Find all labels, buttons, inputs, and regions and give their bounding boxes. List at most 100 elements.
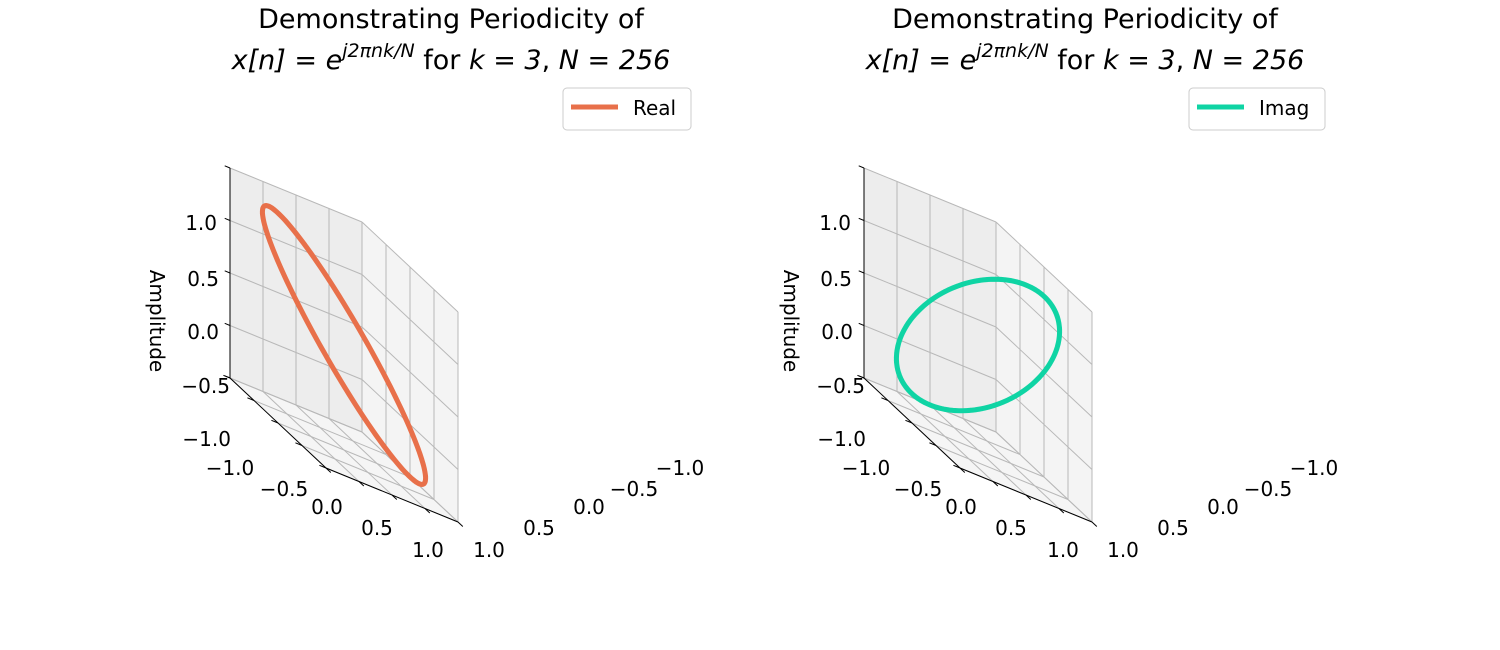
z-tick-mark xyxy=(224,322,231,326)
title-formula-k: k = 3 xyxy=(1103,45,1176,76)
series-imag xyxy=(893,276,1063,414)
x-tick-label: −0.5 xyxy=(894,477,943,501)
z-tick-label: −0.5 xyxy=(816,374,865,398)
z-tick-mark xyxy=(858,217,865,221)
y-tick-mark xyxy=(929,442,937,446)
x-tick-mark xyxy=(358,481,365,487)
legend: Real xyxy=(562,87,692,131)
y-tick-label: −0.5 xyxy=(610,477,659,501)
y-tick-label: −1.0 xyxy=(656,456,705,480)
gridline xyxy=(361,221,459,313)
gridline xyxy=(229,167,363,223)
gridline xyxy=(301,445,435,500)
x-tick-mark xyxy=(1058,508,1065,514)
x-tick-label: −1.0 xyxy=(842,456,891,480)
y-tick-mark xyxy=(319,464,327,469)
z-tick-label: 0.5 xyxy=(820,267,852,291)
y-tick-label: 1.0 xyxy=(473,538,505,562)
z-tick-label: 0.5 xyxy=(187,267,219,291)
series-real xyxy=(259,203,429,487)
y-tick-mark xyxy=(905,419,913,424)
z-axis-label: Amplitude xyxy=(145,270,169,373)
x-tick-label: 0.5 xyxy=(995,516,1027,540)
z-tick-label: −0.5 xyxy=(181,374,230,398)
y-tick-label: 1.0 xyxy=(1107,538,1139,562)
z-tick-label: 0.0 xyxy=(821,320,853,344)
series-line-imag xyxy=(893,276,1063,414)
legend-label-imag: Imag xyxy=(1259,96,1309,120)
x-tick-label: 0.5 xyxy=(361,516,393,540)
y-tick-mark xyxy=(295,442,303,446)
x-tick-label: 0.0 xyxy=(311,495,343,519)
y-tick-mark xyxy=(247,397,255,401)
title-formula-for: for xyxy=(415,45,469,76)
x-tick-label: 0.0 xyxy=(945,495,977,519)
x-tick-mark xyxy=(391,494,398,500)
z-axis-ticks: −1.0 −0.5 0.0 0.5 1.0 xyxy=(816,211,866,451)
x-tick-mark xyxy=(424,508,431,514)
gridline xyxy=(995,221,1093,313)
gridline xyxy=(863,220,997,275)
title-formula-for: for xyxy=(1049,45,1103,76)
axes-gridlines xyxy=(863,167,1093,523)
title-formula-sep: , xyxy=(1176,45,1193,76)
chart-imag: Demonstrating Periodicity of x[n] = ej2π… xyxy=(779,4,1338,562)
title-formula-N: N = 256 xyxy=(1193,45,1305,76)
x-tick-label: 1.0 xyxy=(412,538,444,562)
gridline xyxy=(995,274,1093,365)
x-axis-ticks: −1.0 −0.5 0.0 0.5 1.0 xyxy=(206,456,444,562)
x-tick-label: −1.0 xyxy=(206,456,255,480)
title-formula-sep: , xyxy=(542,45,559,76)
x-tick-mark xyxy=(457,521,464,527)
z-tick-label: 1.0 xyxy=(819,211,851,235)
gridline xyxy=(935,445,1069,500)
x-tick-mark xyxy=(959,467,966,473)
gridline xyxy=(911,422,1045,478)
gridline xyxy=(277,422,411,478)
x-tick-mark xyxy=(325,467,332,473)
z-tick-mark xyxy=(224,217,231,221)
y-tick-label: 0.0 xyxy=(1207,495,1239,519)
y-tick-mark xyxy=(953,464,961,469)
x-tick-mark xyxy=(992,481,999,487)
legend: Imag xyxy=(1188,87,1326,131)
title-formula-lhs: x[n] = e xyxy=(231,45,343,76)
x-tick-label: 1.0 xyxy=(1047,538,1079,562)
x-tick-mark xyxy=(1025,494,1032,500)
y-tick-label: 0.0 xyxy=(573,495,605,519)
gridline xyxy=(361,274,459,365)
legend-label-real: Real xyxy=(633,96,676,120)
title-formula-exponent: j2πnk/N xyxy=(973,40,1048,62)
y-axis-ticks: 1.0 0.5 0.0 −0.5 −1.0 xyxy=(473,456,704,562)
z-tick-label: −1.0 xyxy=(817,427,866,451)
title-formula-k: k = 3 xyxy=(469,45,542,76)
x-tick-mark xyxy=(1091,521,1098,527)
axes-lines xyxy=(857,165,1098,527)
z-tick-mark xyxy=(224,270,231,274)
legend-box xyxy=(562,87,692,131)
z-tick-mark xyxy=(858,270,865,274)
y-tick-label: −0.5 xyxy=(1244,477,1293,501)
series-line-real xyxy=(259,203,429,487)
gridline xyxy=(896,391,994,482)
z-tick-mark xyxy=(858,322,865,326)
gridline xyxy=(863,167,997,223)
x-tick-label: −0.5 xyxy=(260,477,309,501)
z-tick-mark xyxy=(224,375,231,379)
z-tick-mark xyxy=(858,375,865,379)
chart-title-line1: Demonstrating Periodicity of xyxy=(258,4,645,35)
z-tick-label: 0.0 xyxy=(187,320,219,344)
y-tick-label: 0.5 xyxy=(523,516,555,540)
legend-box xyxy=(1188,87,1326,131)
z-tick-label: 1.0 xyxy=(185,211,217,235)
y-tick-label: −1.0 xyxy=(1290,456,1339,480)
y-tick-mark xyxy=(881,397,889,401)
z-tick-label: −1.0 xyxy=(182,427,231,451)
title-formula-lhs: x[n] = e xyxy=(865,45,977,76)
title-formula-N: N = 256 xyxy=(559,45,671,76)
z-axis-ticks: −1.0 −0.5 0.0 0.5 1.0 xyxy=(181,211,231,451)
z-tick-mark xyxy=(224,165,231,169)
gridline xyxy=(361,326,459,418)
chart-title-line2: x[n] = ej2πnk/N for k = 3, N = 256 xyxy=(865,40,1305,76)
